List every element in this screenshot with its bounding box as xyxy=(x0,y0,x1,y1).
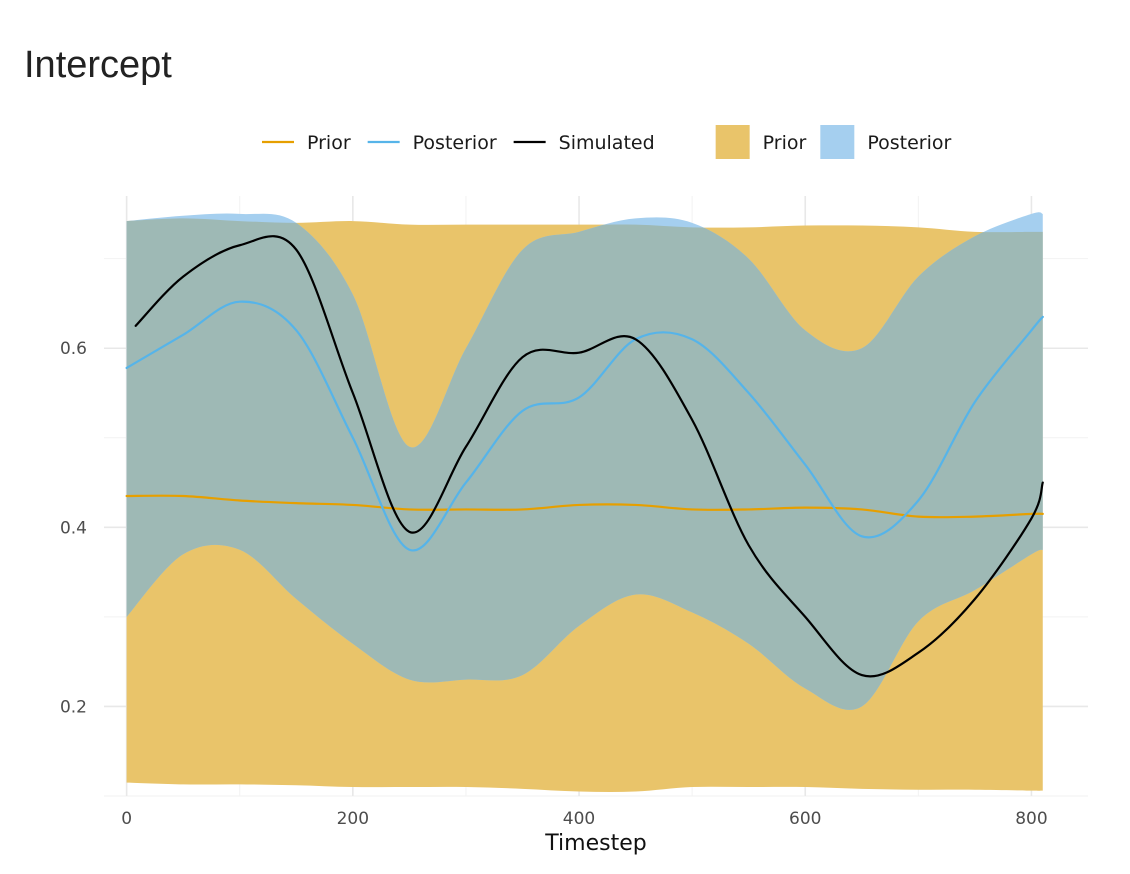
ticks: 0 200 400 600 800 0.2 0.4 0.6 xyxy=(60,339,1048,829)
x-tick-label: 0 xyxy=(121,809,132,829)
legend-line-label: Posterior xyxy=(413,132,497,154)
y-tick-label: 0.2 xyxy=(60,697,87,717)
line-posterior xyxy=(125,300,1044,552)
overlap-band xyxy=(126,218,1043,710)
bands xyxy=(126,212,1043,792)
lines xyxy=(125,235,1044,678)
line-prior xyxy=(125,494,1044,519)
y-tick-label: 0.6 xyxy=(60,339,87,359)
legend-fill-key xyxy=(820,125,855,159)
legend-fill-label: Posterior xyxy=(867,132,951,154)
legend-line-label: Simulated xyxy=(559,132,655,154)
x-tick-label: 200 xyxy=(337,809,369,829)
x-axis-label: Timestep xyxy=(544,831,646,856)
x-tick-label: 400 xyxy=(563,809,595,829)
legend-fill-key xyxy=(715,125,750,159)
line-simulated xyxy=(134,235,1044,678)
legend-fill-label: Prior xyxy=(763,132,807,154)
legend-line-label: Prior xyxy=(307,132,351,154)
x-tick-label: 800 xyxy=(1015,809,1047,829)
chart-title: Intercept xyxy=(24,44,172,86)
x-tick-label: 600 xyxy=(789,809,821,829)
legend: Prior Posterior Simulated Prior Posterior xyxy=(262,125,951,159)
y-tick-label: 0.4 xyxy=(60,518,87,538)
